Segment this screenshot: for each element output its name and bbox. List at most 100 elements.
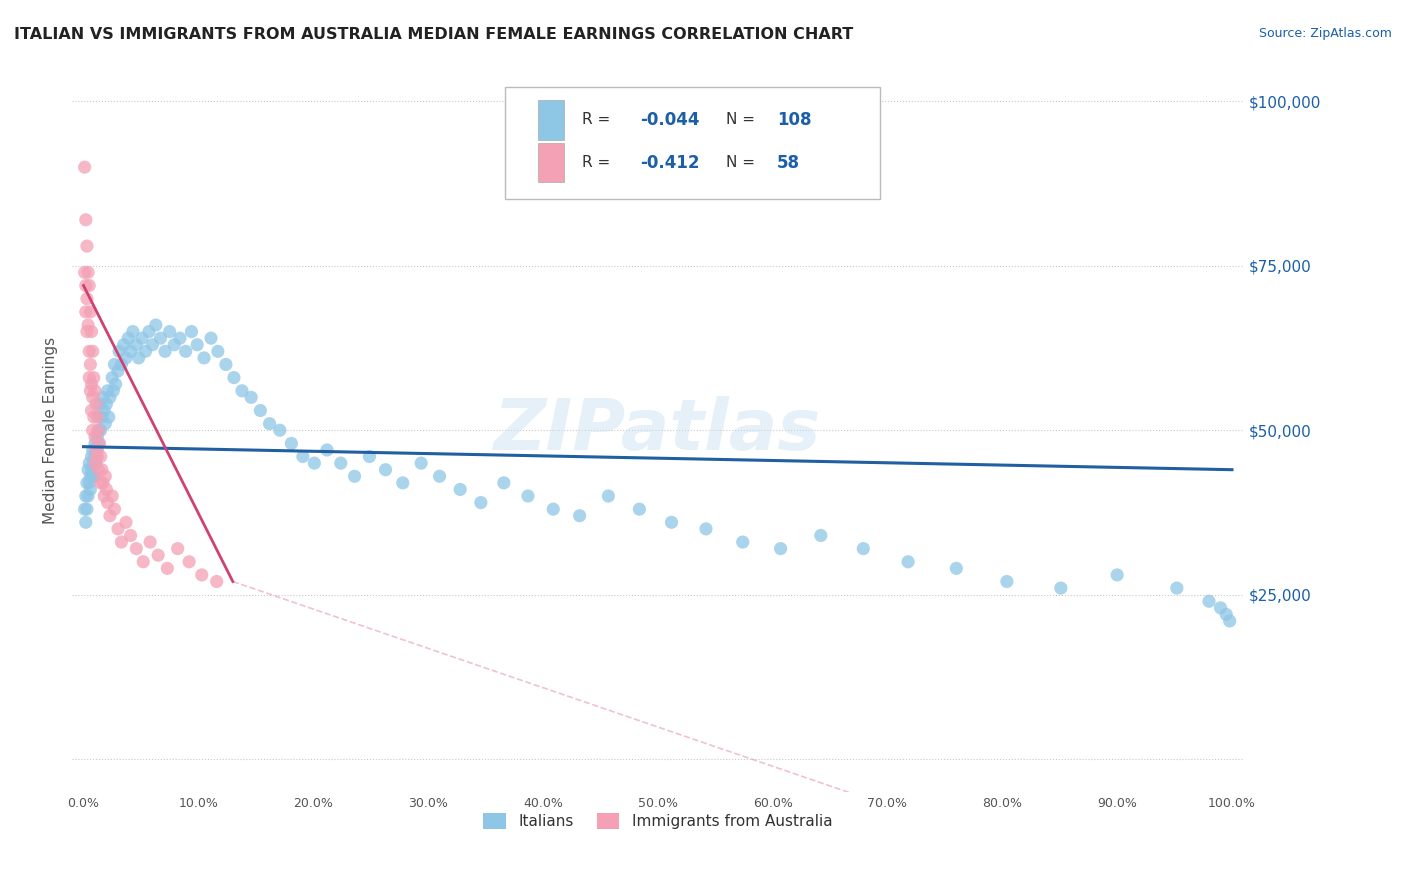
Point [89, 436, 111, 450]
Point [83, 370, 105, 384]
Point [191, 568, 214, 582]
Text: R =: R = [582, 112, 614, 128]
Point [94, 417, 117, 431]
Text: 58: 58 [778, 153, 800, 171]
Point [661, 516, 683, 530]
Point [138, 325, 160, 339]
Point [411, 456, 433, 470]
Point [73, 502, 96, 516]
Point [108, 344, 131, 359]
Point [107, 364, 129, 378]
Point [84, 436, 107, 450]
Point [517, 489, 540, 503]
Point [125, 541, 148, 556]
Point [470, 495, 492, 509]
Point [76, 325, 98, 339]
Point [76, 502, 98, 516]
Text: N =: N = [725, 155, 759, 170]
Point [125, 337, 148, 351]
Point [695, 522, 717, 536]
Point [76, 475, 98, 490]
Text: 108: 108 [778, 111, 811, 128]
Text: Source: ZipAtlas.com: Source: ZipAtlas.com [1258, 27, 1392, 40]
Point [79, 483, 101, 497]
Point [90, 450, 112, 464]
Point [103, 384, 125, 398]
Point [82, 442, 104, 457]
Point [240, 390, 263, 404]
Point [75, 305, 97, 319]
Point [110, 358, 132, 372]
Point [139, 535, 162, 549]
Point [91, 475, 114, 490]
Point [77, 265, 100, 279]
Point [134, 344, 156, 359]
Point [94, 469, 117, 483]
Point [200, 331, 222, 345]
Point [115, 516, 138, 530]
Point [87, 423, 110, 437]
Point [110, 535, 132, 549]
Text: N =: N = [725, 112, 759, 128]
Point [628, 502, 651, 516]
Point [80, 450, 103, 464]
Text: ITALIAN VS IMMIGRANTS FROM AUSTRALIA MEDIAN FEMALE EARNINGS CORRELATION CHART: ITALIAN VS IMMIGRANTS FROM AUSTRALIA MED… [14, 27, 853, 42]
Point [316, 442, 339, 457]
Point [359, 450, 381, 464]
Point [995, 574, 1018, 589]
Point [1198, 594, 1220, 608]
Point [84, 442, 107, 457]
Point [91, 390, 114, 404]
Point [145, 318, 167, 332]
Point [374, 463, 396, 477]
Point [132, 555, 155, 569]
Point [83, 469, 105, 483]
Point [163, 337, 186, 351]
Point [84, 384, 107, 398]
Point [87, 463, 110, 477]
Point [159, 325, 181, 339]
Point [87, 423, 110, 437]
Point [449, 483, 471, 497]
Point [80, 463, 103, 477]
Point [222, 370, 245, 384]
Point [84, 456, 107, 470]
Point [76, 239, 98, 253]
Point [131, 331, 153, 345]
Point [141, 337, 163, 351]
Point [117, 331, 139, 345]
Text: -0.044: -0.044 [640, 111, 700, 128]
Text: R =: R = [582, 155, 614, 170]
Point [146, 548, 169, 562]
FancyBboxPatch shape [538, 100, 564, 140]
Point [180, 325, 202, 339]
Point [75, 516, 97, 530]
Point [97, 384, 120, 398]
Point [79, 469, 101, 483]
Point [731, 535, 754, 549]
Point [122, 325, 145, 339]
Point [128, 351, 150, 365]
Point [90, 410, 112, 425]
Point [86, 430, 108, 444]
Point [77, 456, 100, 470]
Text: ZIPatlas: ZIPatlas [494, 396, 821, 465]
Point [568, 508, 591, 523]
Point [101, 489, 124, 503]
Point [153, 344, 176, 359]
Point [90, 423, 112, 437]
Point [156, 561, 179, 575]
Y-axis label: Median Female Earnings: Median Female Earnings [44, 336, 58, 524]
Point [75, 489, 97, 503]
Point [104, 377, 127, 392]
Point [120, 528, 142, 542]
Point [231, 384, 253, 398]
Point [1219, 614, 1241, 628]
Point [103, 502, 125, 516]
Point [149, 331, 172, 345]
Point [329, 456, 352, 470]
Text: -0.412: -0.412 [640, 153, 700, 171]
Point [77, 278, 100, 293]
Point [79, 384, 101, 398]
Point [86, 450, 108, 464]
